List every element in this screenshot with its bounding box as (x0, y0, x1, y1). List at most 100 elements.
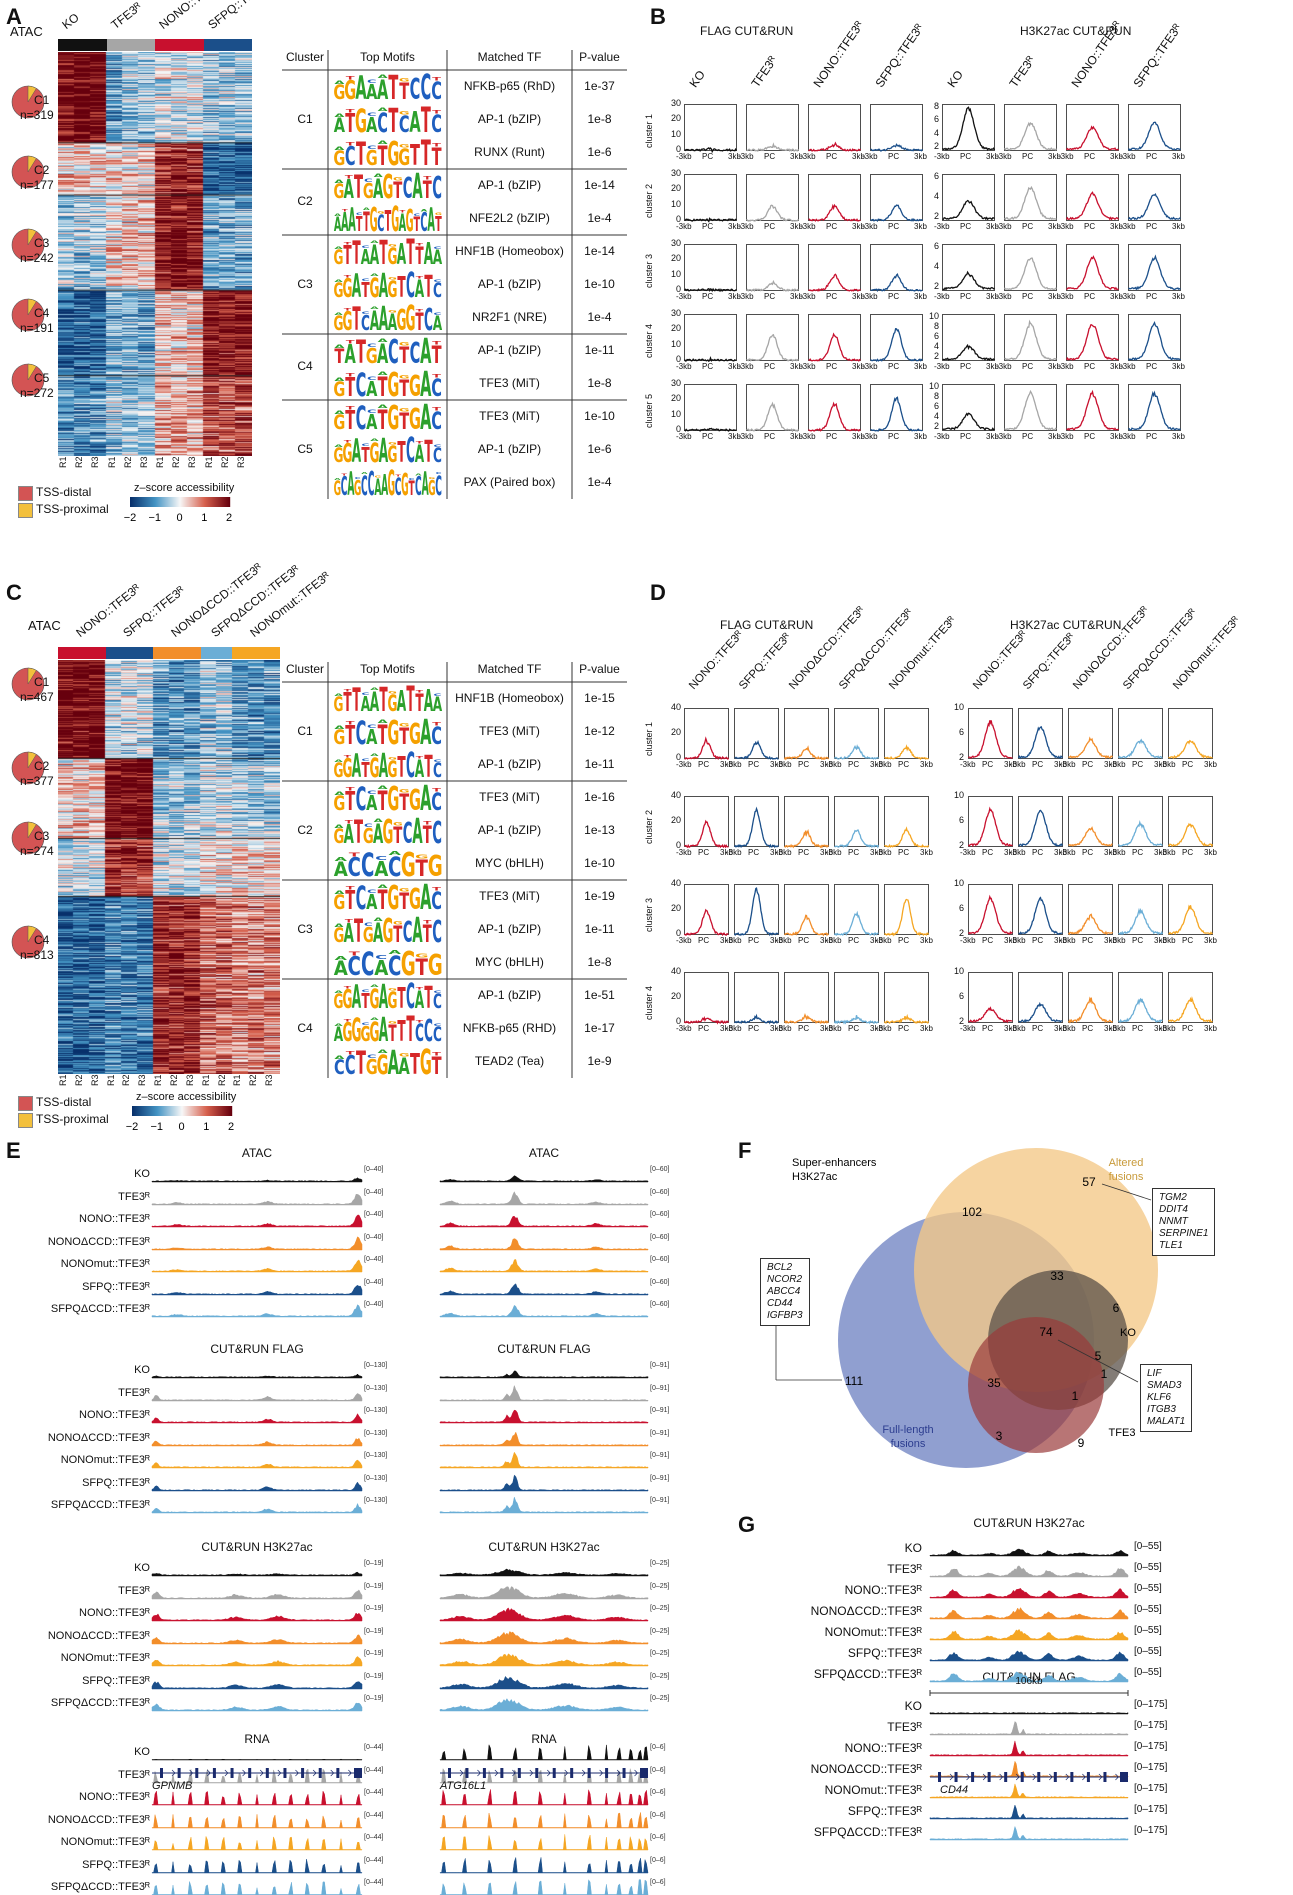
profile-line (1168, 904, 1213, 936)
cluster-name: C2 (297, 822, 313, 837)
motif-letter: A (420, 398, 432, 438)
motif-letter: A (388, 310, 397, 336)
genome-track (151, 1767, 363, 1783)
replicate-label: R2 (169, 1074, 179, 1086)
matched-tf: TFE3 (MiT) (479, 375, 540, 390)
motif-letter: A (344, 918, 354, 948)
profile-xtick: 3kb (1110, 432, 1123, 441)
motif-letter: T (421, 134, 431, 174)
genome-track (929, 1565, 1129, 1578)
profile-line (1127, 192, 1181, 221)
profile-line (870, 396, 923, 432)
replicate-label: R3 (138, 456, 149, 468)
flag-ytick: 10 (670, 338, 681, 349)
motif-logo: GA AT T GC AA G TG C A TT C (333, 813, 441, 853)
motif-letter-minor: A (334, 725, 345, 730)
profile-xtick: -3kb (800, 222, 816, 231)
genome-track (151, 1680, 363, 1689)
profile-xtick: 3kb (986, 152, 999, 161)
profile-xtick: 3kb (720, 1024, 733, 1033)
replicate-label: R1 (155, 456, 165, 468)
flag-profile (784, 884, 830, 937)
motif-letter: A (377, 339, 388, 370)
profile-line (733, 887, 779, 937)
track-label: SFPQ::TFE3ᴿ (847, 1646, 922, 1660)
profile-xtick: -3kb (676, 760, 692, 769)
motif-letter: A (366, 792, 377, 816)
ko-label: KO (1120, 1327, 1136, 1339)
track-range: [0–19] (364, 1672, 384, 1680)
motif-logo: GA GT T CC AA A AG G G TT C AC (334, 299, 443, 339)
motif-letter-minor: T (432, 341, 441, 346)
track-label: NONOΔCCD::TFE3ᴿ (47, 1235, 150, 1248)
profile-xtick: -3kb (996, 152, 1012, 161)
profile-xtick: PC (764, 292, 776, 301)
gene-item: TGM2 (1159, 1192, 1187, 1203)
motif-logo: GA TT T AC AA T GG A T TT A AC (334, 680, 443, 720)
motif-letter: T (379, 233, 387, 272)
profile-xtick: -3kb (826, 760, 842, 769)
motif-letter-minor: A (378, 107, 389, 112)
profile-line (683, 1015, 730, 1025)
flag-title: FLAG CUT&RUN (700, 24, 794, 38)
track-range: [0–44] (364, 1744, 384, 1751)
genome-track (439, 1282, 649, 1295)
profile-xtick: PC (960, 152, 972, 161)
motif-letter: T (399, 80, 409, 105)
motif-letter-minor: G (399, 375, 410, 380)
motif-seq-text: ATGACTCATC (328, 103, 329, 104)
profile-xtick: -3kb (1058, 362, 1074, 371)
motif-letter: A (373, 917, 384, 949)
motif-logo: GA GT A TC GA A GG T C AT T CC (334, 431, 442, 471)
motif-letter: A (412, 168, 423, 208)
h3-ytick: 6 (958, 903, 964, 913)
gene-item: MALAT1 (1147, 1416, 1186, 1427)
profile-xtick: -3kb (676, 222, 692, 231)
profile-xtick: -3kb (776, 936, 792, 945)
gene-item: IGFBP3 (767, 1310, 803, 1321)
motif-letter: T (397, 272, 405, 305)
motif-letter-minor: T (416, 242, 424, 247)
track-label: NONOmut::TFE3ᴿ (824, 1625, 922, 1639)
motif-letter-minor: G (435, 212, 442, 216)
group-bar (232, 647, 280, 659)
profile-xtick: 3kb (1110, 222, 1123, 231)
genome-track (151, 1481, 363, 1491)
motif-letter: G (370, 984, 380, 1015)
profile-xtick: PC (1032, 848, 1044, 857)
genome-track (151, 1656, 363, 1667)
profile-xtick: 3kb (852, 152, 865, 161)
motif-letter: T (406, 233, 414, 273)
h3k27ac-title: H3K27ac CUT&RUN (1020, 24, 1132, 38)
profile-xtick: PC (848, 848, 860, 857)
motif-letter-minor: A (374, 174, 383, 179)
profile-xtick: -3kb (934, 362, 950, 371)
profile-xtick: PC (888, 292, 900, 301)
motif-letter: G (401, 945, 416, 983)
motif-letter: G (383, 813, 394, 851)
matched-tf: AP-1 (bZIP) (477, 756, 542, 771)
motif-letter-minor: T (345, 919, 353, 924)
count: 102 (962, 1205, 982, 1219)
motif-letter: A (334, 213, 342, 236)
motif-letter: G (355, 102, 367, 139)
flag-profile (783, 708, 830, 761)
flag-ytick: 0 (675, 840, 681, 850)
h3k27ac-profile (1067, 972, 1113, 1024)
genome-track (929, 1804, 1129, 1820)
motif-letter-minor: T (344, 985, 352, 990)
motif-letter-minor: T (349, 851, 361, 858)
genome-track (151, 1634, 363, 1644)
motif-letter-minor: A (370, 1016, 379, 1021)
motif-logo: AA AT A TC TA G CG T G AT G TC CA A TG (334, 200, 442, 241)
motif-letter: T (415, 690, 423, 718)
h3-ytick: 2 (933, 281, 939, 291)
profile-line (883, 1013, 930, 1024)
pvalue: 1e-14 (584, 177, 615, 192)
profile-xtick: 3kb (914, 152, 927, 161)
motif-seq-text: GTCATGTGAC (328, 715, 329, 716)
profile-xtick: -3kb (862, 432, 878, 441)
track-label: SFPQΔCCD::TFE3ᴿ (50, 1881, 150, 1893)
profile-xtick: PC (1084, 292, 1096, 301)
genome-track (151, 1304, 363, 1318)
